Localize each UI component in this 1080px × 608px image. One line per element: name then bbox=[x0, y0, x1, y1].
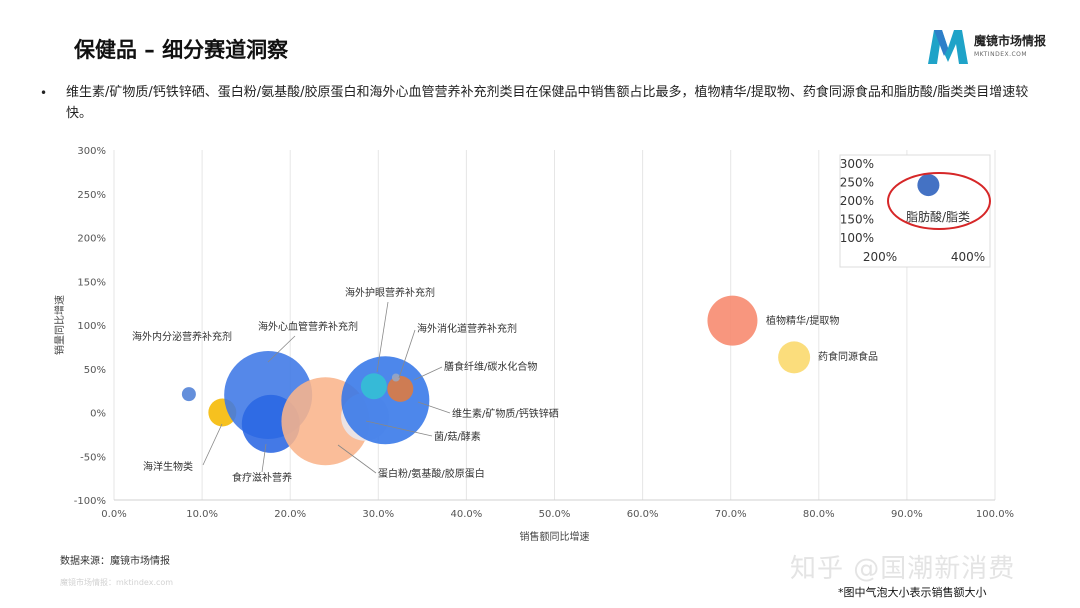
x-tick-label: 70.0% bbox=[715, 509, 747, 520]
inset-bubble bbox=[917, 174, 940, 197]
inset-y-tick-label: 100% bbox=[840, 231, 874, 245]
bubble-label: 海外护眼营养补充剂 bbox=[345, 286, 435, 299]
x-tick-label: 30.0% bbox=[362, 509, 394, 520]
x-tick-label: 100.0% bbox=[976, 509, 1014, 520]
x-tick-label: 50.0% bbox=[539, 509, 571, 520]
x-axis-title: 销售额同比增速 bbox=[520, 530, 590, 543]
bubble-label: 海外消化道营养补充剂 bbox=[417, 322, 517, 335]
logo-m-icon bbox=[928, 30, 968, 64]
leader-line bbox=[376, 301, 389, 373]
insight-text: 维生素/矿物质/钙铁锌硒、蛋白粉/氨基酸/胶原蛋白和海外心血管营养补充剂类目在保… bbox=[66, 85, 1029, 121]
inset-bubble-label: 脂肪酸/脂类 bbox=[906, 209, 970, 224]
leader-line bbox=[202, 423, 223, 466]
bullet-marker: • bbox=[40, 86, 48, 100]
y-tick-label: 250% bbox=[77, 190, 106, 201]
y-tick-label: 50% bbox=[84, 365, 106, 376]
leader-line bbox=[337, 444, 377, 474]
leader-line bbox=[365, 420, 433, 437]
bubble-label: 蛋白粉/氨基酸/胶原蛋白 bbox=[378, 467, 485, 480]
y-tick-label: 300% bbox=[77, 146, 106, 157]
x-tick-label: 20.0% bbox=[274, 509, 306, 520]
bubble-label: 海外心血管营养补充剂 bbox=[258, 320, 358, 333]
inset-x-tick-label: 200% bbox=[863, 250, 897, 264]
data-source: 数据来源：魔镜市场情报 bbox=[60, 556, 170, 567]
leader-line bbox=[398, 329, 416, 379]
inset-y-tick-label: 200% bbox=[840, 194, 874, 208]
y-tick-label: -50% bbox=[80, 452, 106, 463]
bubble-label: 维生素/矿物质/钙铁锌硒 bbox=[452, 407, 559, 420]
x-tick-label: 90.0% bbox=[891, 509, 923, 520]
bubble bbox=[391, 373, 400, 382]
x-tick-label: 60.0% bbox=[627, 509, 659, 520]
bubble-label: 海洋生物类 bbox=[143, 460, 193, 473]
logo-text: 魔镜市场情报 bbox=[974, 34, 1047, 48]
y-tick-label: 0% bbox=[90, 409, 106, 420]
highlight-ellipse bbox=[887, 172, 991, 230]
logo-subtext: MKTINDEX.COM bbox=[974, 51, 1028, 58]
bubble-label: 海外内分泌营养补充剂 bbox=[132, 330, 232, 343]
bubble bbox=[707, 295, 758, 346]
leader-line bbox=[413, 366, 443, 381]
watermark: 知乎 @国潮新消费 bbox=[790, 554, 1016, 584]
bubble bbox=[181, 387, 196, 402]
leader-line bbox=[417, 401, 451, 414]
y-tick-label: 200% bbox=[77, 234, 106, 245]
x-tick-label: 40.0% bbox=[451, 509, 483, 520]
x-tick-label: 10.0% bbox=[186, 509, 218, 520]
y-tick-label: 150% bbox=[77, 277, 106, 288]
inset-y-tick-label: 250% bbox=[840, 176, 874, 190]
bubble bbox=[387, 375, 414, 402]
bubble bbox=[778, 341, 811, 374]
bubble-label: 药食同源食品 bbox=[818, 350, 878, 363]
bubble bbox=[360, 373, 387, 400]
leader-line bbox=[261, 443, 267, 473]
bubble-label: 菌/菇/酵素 bbox=[434, 430, 481, 443]
bubble-size-note: *图中气泡大小表示销售额大小 bbox=[838, 586, 987, 599]
page-title: 保健品 – 细分赛道洞察 bbox=[74, 38, 289, 62]
y-tick-label: 100% bbox=[77, 321, 106, 332]
inset-y-tick-label: 150% bbox=[840, 213, 874, 227]
bubble-label: 食疗滋补营养 bbox=[232, 471, 292, 484]
faint-source: 魔镜市场情报：mktindex.com bbox=[60, 578, 174, 587]
x-tick-label: 0.0% bbox=[101, 509, 126, 520]
y-axis-title: 销量同比增速 bbox=[53, 295, 66, 355]
y-tick-label: -100% bbox=[74, 496, 106, 507]
inset-y-tick-label: 300% bbox=[840, 157, 874, 171]
bubble-label: 植物精华/提取物 bbox=[766, 314, 839, 327]
leader-line bbox=[267, 335, 296, 363]
bubble-label: 膳食纤维/碳水化合物 bbox=[444, 360, 537, 373]
x-tick-label: 80.0% bbox=[803, 509, 835, 520]
inset-frame bbox=[839, 154, 991, 268]
brand-logo: 魔镜市场情报 MKTINDEX.COM bbox=[926, 26, 1066, 72]
inset-x-tick-label: 400% bbox=[951, 250, 985, 264]
bubble bbox=[341, 356, 430, 445]
